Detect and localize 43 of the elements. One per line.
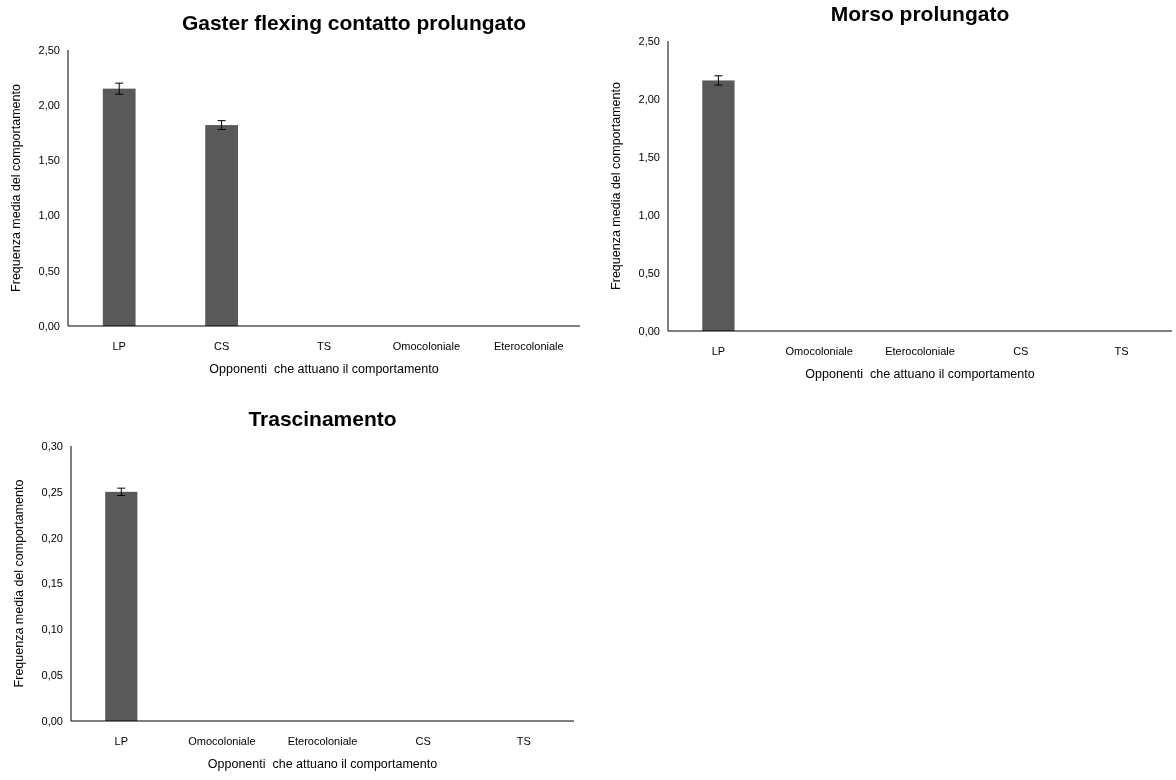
x-tick-label: Eterocoloniale <box>287 735 358 747</box>
y-tick-label: 0,05 <box>41 669 63 682</box>
y-tick-label: 0,50 <box>638 266 660 279</box>
y-tick-label: 2,00 <box>38 99 60 112</box>
chart-title: Gaster flexing contatto prolungato <box>181 11 527 34</box>
x-tick-label: CS <box>1013 345 1029 357</box>
x-tick-label: TS <box>1114 345 1129 357</box>
y-tick-label: 1,00 <box>638 208 660 221</box>
x-tick-label: LP <box>112 340 126 352</box>
y-axis-title: Frequenza media del comportamento <box>12 479 26 688</box>
y-tick-label: 0,25 <box>41 485 63 498</box>
y-tick-label: 0,30 <box>41 439 63 452</box>
y-tick-label: 2,50 <box>38 43 60 56</box>
y-tick-label: 1,50 <box>638 150 660 163</box>
y-tick-label: 2,50 <box>638 34 660 47</box>
x-tick-label: LP <box>114 735 129 747</box>
y-axis-title: Frequenza media del comportamento <box>9 84 23 292</box>
x-tick-label: Omocoloniale <box>392 340 461 352</box>
x-tick-label: TS <box>516 735 531 747</box>
x-tick-label: LP <box>711 345 726 357</box>
x-tick-label: Omocoloniale <box>785 345 853 357</box>
x-tick-label: Eterocoloniale <box>885 345 955 357</box>
y-tick-label: 0,00 <box>41 714 63 727</box>
x-axis-title: Opponenti che attuano il comportamento <box>805 367 1035 381</box>
x-tick-label: CS <box>415 735 431 747</box>
y-tick-label: 1,00 <box>38 209 60 222</box>
x-axis-title: Opponenti che attuano il comportamento <box>207 757 438 771</box>
y-tick-label: 0,50 <box>38 264 60 277</box>
y-tick-label: 0,00 <box>638 324 660 337</box>
chart-title: Morso prolungato <box>830 2 1010 25</box>
y-tick-label: 0,15 <box>41 577 63 590</box>
x-tick-label: TS <box>316 340 332 352</box>
y-tick-label: 0,10 <box>41 623 63 636</box>
x-axis-title: Opponenti che attuano il comportamento <box>209 362 439 376</box>
y-tick-label: 0,20 <box>41 531 63 544</box>
y-tick-label: 0,00 <box>38 319 60 332</box>
y-axis-title: Frequenza media del comportamento <box>609 82 623 290</box>
y-tick-label: 2,00 <box>638 92 660 105</box>
x-tick-label: Omocoloniale <box>188 735 256 747</box>
chart-title: Trascinamento <box>248 407 397 430</box>
x-tick-label: CS <box>213 340 230 352</box>
x-tick-label: Eterocoloniale <box>493 340 564 352</box>
y-tick-label: 1,50 <box>38 154 60 167</box>
